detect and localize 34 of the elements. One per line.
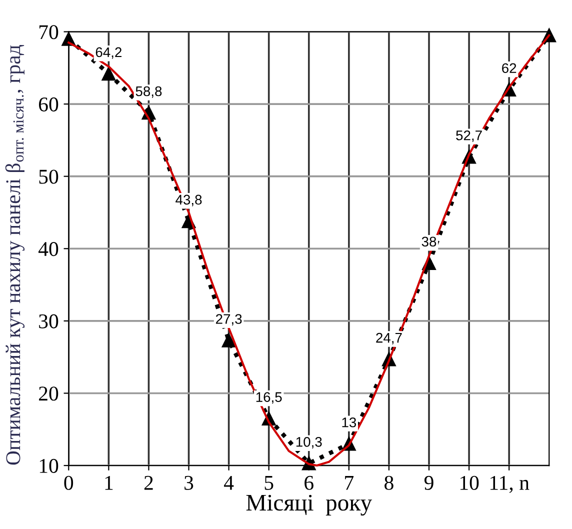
data-label: 52,7	[456, 130, 482, 142]
data-label: 38	[422, 236, 436, 247]
y-tick-label: 70	[39, 25, 58, 40]
x-tick-label: 5	[264, 476, 274, 490]
data-label: 10,3	[296, 436, 322, 448]
y-axis-title: Оптимальний кут нахилу панелі βопт. місяч., град	[5, 45, 25, 465]
data-label: 43,8	[176, 194, 202, 206]
data-label: 24,7	[376, 332, 402, 344]
y-tick-label: 10	[40, 458, 58, 473]
x-tick-label: 11, n	[490, 476, 530, 493]
data-label: 13	[342, 417, 356, 428]
x-tick-label: 0	[64, 476, 74, 490]
x-tick-label: 8	[384, 476, 394, 490]
data-label: 58,8	[136, 86, 162, 98]
x-tick-label: 3	[184, 476, 194, 490]
y-tick-label: 60	[38, 97, 58, 112]
point	[102, 66, 116, 81]
x-axis-title: Місяці року	[246, 494, 372, 516]
data-label: 27,3	[216, 314, 242, 326]
data-label: 16,5	[256, 392, 282, 404]
x-tick-label: 7	[345, 476, 354, 490]
point	[222, 334, 236, 348]
data-label: 62	[502, 63, 516, 74]
x-tick-label: 10	[460, 476, 479, 490]
x-tick-label: 2	[144, 476, 153, 490]
data-label: 64,2	[96, 47, 122, 59]
y-tick-label: 20	[39, 386, 58, 401]
x-tick-label: 4	[224, 476, 234, 490]
y-tick-label: 30	[39, 314, 58, 328]
y-tick-label: 50	[39, 170, 58, 184]
x-tick-label: 1	[105, 476, 113, 490]
x-tick-label: 6	[304, 476, 314, 490]
y-tick-label: 40	[38, 242, 58, 256]
x-tick-label: 9	[424, 476, 434, 490]
